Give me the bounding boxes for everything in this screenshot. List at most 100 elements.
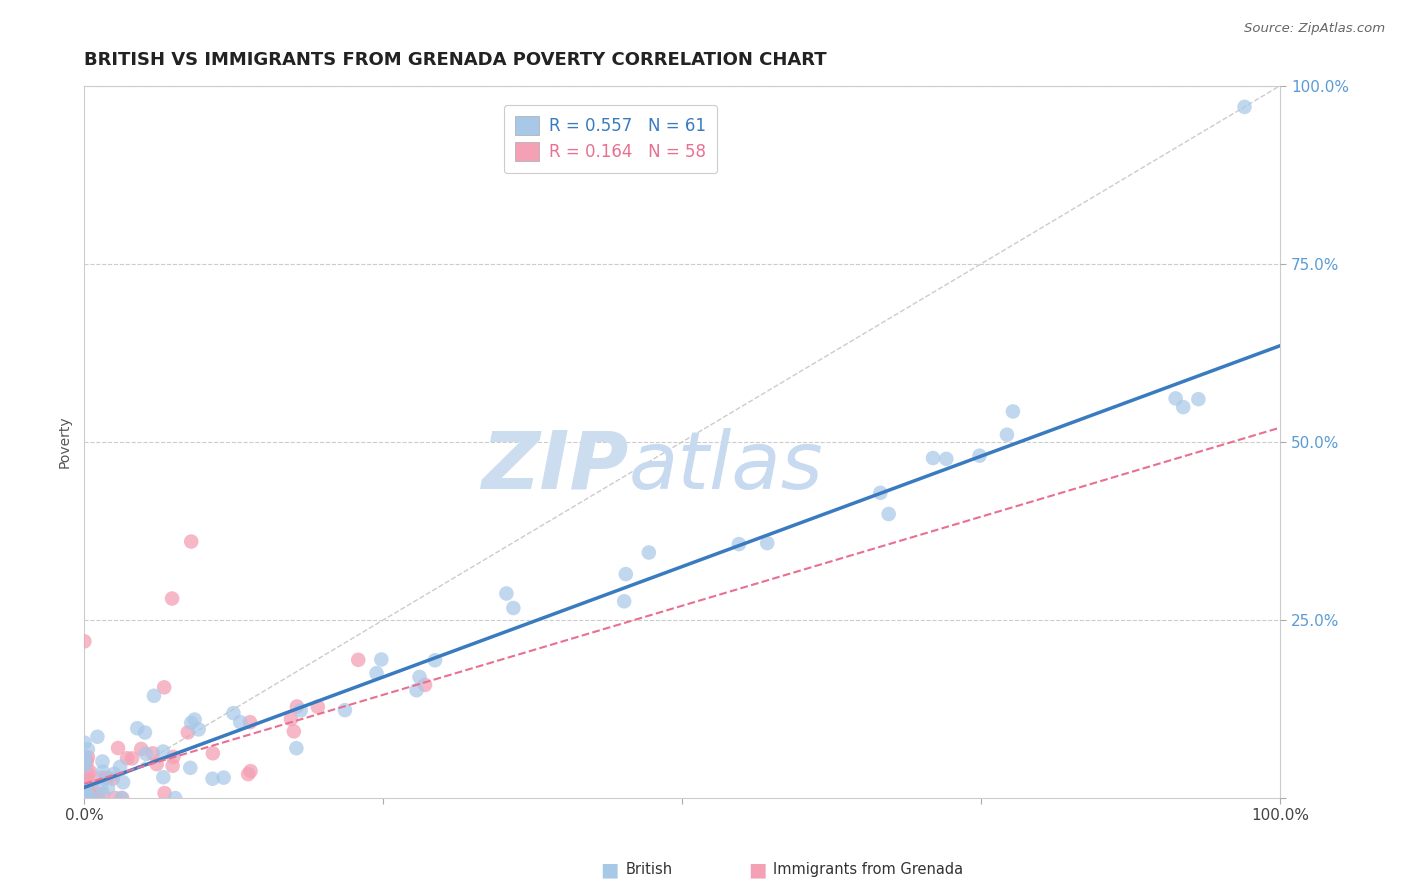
Point [91,755,114,769]
Text: BRITISH VS IMMIGRANTS FROM GRENADA POVERTY CORRELATION CHART: BRITISH VS IMMIGRANTS FROM GRENADA POVER… [84,51,827,69]
Point [201,772,224,786]
Point [73,756,96,771]
Point [922,450,945,465]
Point [135,747,157,761]
Point [160,591,183,606]
Text: Source: ZipAtlas.com: Source: ZipAtlas.com [1244,22,1385,36]
Point [79,791,101,805]
Point [111,791,134,805]
Point [121,751,143,765]
Point [1001,404,1024,418]
Point [79,786,101,800]
Point [153,681,176,695]
Point [73,791,96,805]
Point [91,771,114,785]
Point [153,786,176,800]
Point [77,742,100,756]
Point [73,758,96,772]
Point [101,772,124,786]
Text: ■: ■ [600,860,619,880]
Point [86,791,108,805]
Point [935,451,957,466]
Point [1164,392,1187,406]
Point [90,779,112,793]
Point [80,791,103,805]
Point [75,753,97,767]
Point [75,774,97,789]
Point [108,760,131,774]
Point [73,782,96,797]
Point [104,791,127,805]
Point [75,791,97,805]
Point [103,767,125,781]
Point [75,791,97,805]
Point [366,666,388,681]
Point [77,750,100,764]
Point [142,747,165,761]
Point [728,537,751,551]
Point [112,775,135,789]
Point [307,699,329,714]
Point [110,791,132,805]
Point [187,723,209,737]
Text: ■: ■ [748,860,766,880]
Point [180,715,202,730]
Point [107,741,129,756]
Point [75,791,97,805]
Point [91,764,114,779]
Point [1233,100,1256,114]
Point [212,771,235,785]
Point [77,791,100,805]
Point [75,791,97,805]
Point [77,767,100,781]
Point [79,791,101,805]
Point [77,772,100,787]
Point [79,779,101,793]
Point [333,703,356,717]
Point [76,756,98,770]
Text: Immigrants from Grenada: Immigrants from Grenada [773,863,963,877]
Point [239,715,262,730]
Point [179,761,201,775]
Point [152,770,174,784]
Point [239,764,262,778]
Point [76,785,98,799]
Point [86,730,108,744]
Point [290,703,312,717]
Point [73,634,96,648]
Point [283,724,305,739]
Point [413,678,436,692]
Point [229,715,252,730]
Point [96,771,118,785]
Point [73,779,96,793]
Point [162,758,184,772]
Point [1187,392,1209,406]
Text: ZIP: ZIP [481,428,628,506]
Point [969,449,991,463]
Point [370,652,392,666]
Point [73,791,96,805]
Point [73,791,96,805]
Point [73,791,96,805]
Point [91,787,114,801]
Point [77,791,100,805]
Point [82,791,104,805]
Point [637,545,659,559]
Point [1173,400,1195,414]
Point [73,783,96,797]
Point [129,742,152,756]
Point [495,586,517,600]
Point [347,653,370,667]
Point [134,725,156,739]
Point [165,791,187,805]
Point [87,791,110,805]
Point [82,779,104,793]
Point [75,788,97,802]
Point [183,713,205,727]
Point [502,601,524,615]
Point [869,485,891,500]
Text: atlas: atlas [628,428,824,506]
Point [180,534,202,549]
Point [877,507,900,521]
Text: British: British [626,863,673,877]
